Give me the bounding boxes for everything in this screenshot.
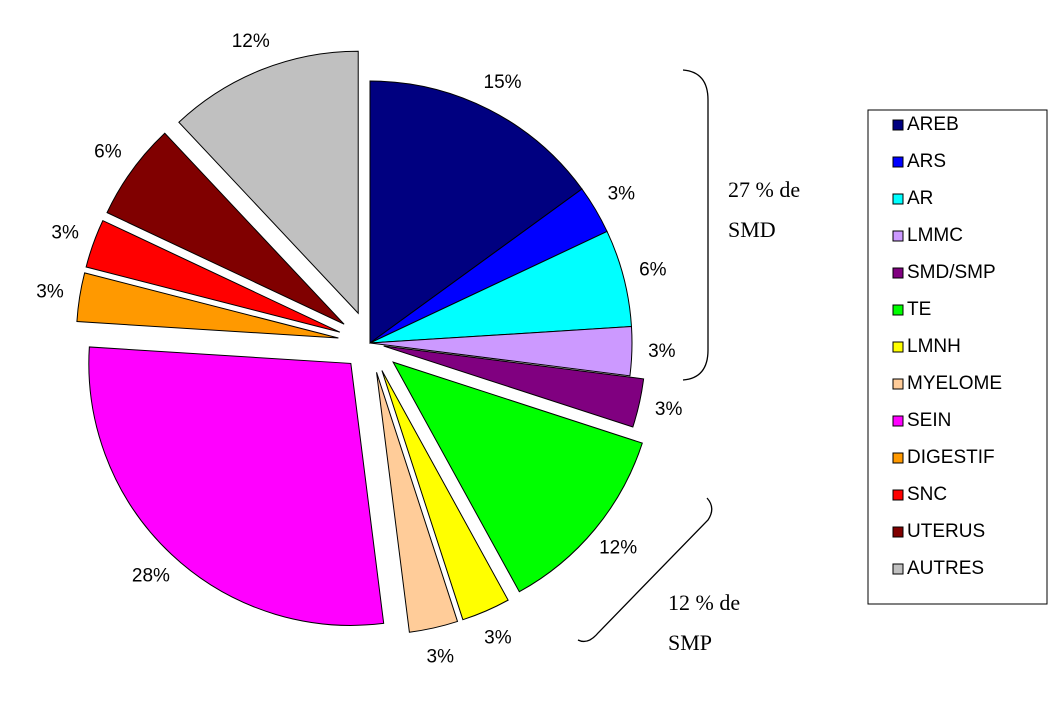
bracket [577, 497, 713, 643]
pie-slice [85, 219, 341, 333]
legend-label: UTERUS [907, 521, 985, 542]
data-label: 3% [427, 646, 455, 667]
legend-swatch [892, 193, 904, 205]
data-label: 3% [648, 341, 676, 362]
data-label: 3% [51, 222, 79, 243]
bracket [682, 69, 709, 381]
annotation: SMP [668, 630, 712, 655]
legend-swatch [892, 304, 904, 316]
pie-slice [106, 132, 345, 325]
annotation: 12 % de [668, 590, 740, 615]
pie-slice [376, 372, 459, 633]
legend-label: TE [907, 299, 931, 320]
legend-label: SNC [907, 484, 947, 505]
legend-swatch [892, 119, 904, 131]
legend-label: DIGESTIF [907, 447, 995, 468]
pie-slice [88, 346, 385, 626]
legend-swatch [892, 230, 904, 242]
data-label: 12% [599, 537, 637, 558]
legend-swatch [892, 378, 904, 390]
annotation: 27 % de [728, 177, 800, 202]
pie-slice [369, 80, 583, 344]
data-label: 3% [655, 399, 683, 420]
legend-label: MYELOME [907, 373, 1002, 394]
legend-label: AR [907, 188, 933, 209]
legend-swatch [892, 156, 904, 168]
legend-label: LMMC [907, 225, 963, 246]
legend-label: AUTRES [907, 558, 984, 579]
legend-label: SMD/SMP [907, 262, 996, 283]
data-label: 6% [639, 259, 667, 280]
legend-box [867, 109, 1048, 605]
pie-slice [383, 345, 645, 428]
pie-slice [392, 361, 643, 593]
data-label: 15% [484, 72, 522, 93]
legend-label: LMNH [907, 336, 961, 357]
legend-swatch [892, 452, 904, 464]
data-label: 3% [484, 628, 512, 649]
pie-slice [76, 272, 339, 339]
legend-swatch [892, 489, 904, 501]
pie-slice [381, 370, 509, 621]
legend-swatch [892, 267, 904, 279]
legend-swatch [892, 563, 904, 575]
data-label: 3% [608, 183, 636, 204]
pie-slice [369, 326, 633, 377]
data-label: 3% [36, 281, 64, 302]
legend-label: ARS [907, 151, 946, 172]
data-label: 6% [94, 142, 122, 163]
annotation: SMD [728, 217, 776, 242]
data-label: 12% [232, 31, 270, 52]
legend-label: SEIN [907, 410, 951, 431]
legend-swatch [892, 415, 904, 427]
legend-swatch [892, 526, 904, 538]
legend-label: AREB [907, 114, 959, 135]
data-label: 28% [132, 565, 170, 586]
legend-swatch [892, 341, 904, 353]
pie-slice [178, 50, 359, 315]
